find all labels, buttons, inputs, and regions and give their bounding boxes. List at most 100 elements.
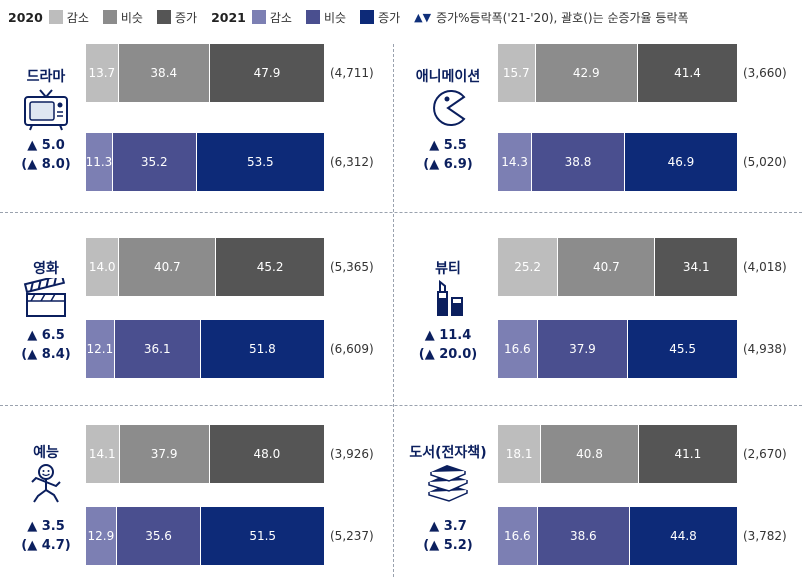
sample-size: (4,938) [743,342,787,356]
segment-value-label: 51.8 [248,342,276,356]
change-value: ▲ 6.5 (▲ 8.4) [4,326,88,364]
dancing-person-icon [24,462,68,510]
sample-size: (3,660) [743,66,787,80]
segment-value-label: 38.8 [564,155,592,169]
category-name: 도서(전자책) [409,445,487,461]
bar-segment-increase: 47.9 [209,44,324,102]
category-name: 애니메이션 [415,69,481,85]
segment-value-label: 45.2 [256,260,284,274]
increase-change: ▲ 5.0 [27,138,65,153]
sample-size: (3,926) [330,447,374,461]
segment-value-label: 38.4 [150,66,178,80]
segment-value-label: 40.8 [576,447,603,461]
legend-note: 증가%등락폭('21-'20), 괄호()는 순증가율 등락폭 [436,10,689,25]
bar-segment-similar: 40.8 [541,425,639,483]
segment-value-label: 46.9 [667,155,695,169]
segment-value-label: 37.9 [150,447,178,461]
segment-value-label: 53.5 [246,155,274,169]
segment-value-label: 40.7 [153,260,181,274]
segment-value-label: 40.7 [592,260,620,274]
increase-change: ▲ 11.4 [424,328,472,343]
bar-segment-increase: 48.0 [209,425,324,483]
books-icon [425,462,471,506]
net-increase-change: (▲ 8.0) [21,157,71,172]
bar-segment-increase: 51.8 [200,320,324,378]
stacked-bar-2021: 12.9 35.6 51.5 [86,507,324,565]
increase-change: ▲ 3.5 [27,519,65,534]
legend-swatch-2021-similar [305,10,320,24]
change-value: ▲ 11.4 (▲ 20.0) [406,326,490,364]
lipstick-icon [428,278,468,322]
bar-segment-increase: 41.4 [638,44,737,102]
bar-segment-similar: 38.4 [118,44,210,102]
bar-segment-decrease: 25.2 [498,238,559,296]
bar-segment-similar: 35.2 [112,133,197,191]
legend-swatch-2021-decrease [251,10,266,24]
stacked-bar-2021: 11.3 35.2 53.5 [86,133,324,191]
change-value: ▲ 5.5 (▲ 6.9) [406,136,490,174]
segment-value-label: 35.6 [145,529,172,543]
segment-value-label: 13.7 [88,66,116,80]
bar-segment-decrease: 14.0 [86,238,120,296]
clapperboard-icon [23,273,69,322]
sample-size: (6,312) [330,155,374,169]
legend-label: 증가 [378,10,401,25]
stacked-bar-2020: 14.0 40.7 45.2 [86,238,324,296]
sample-size: (5,365) [330,260,374,274]
stacked-bar-2021: 12.1 36.1 51.8 [86,320,324,378]
net-increase-change: (▲ 5.2) [423,538,473,553]
bar-segment-increase: 45.2 [216,238,324,296]
legend-note-symbol: ▲▼ [414,10,432,24]
segment-value-label: 14.3 [501,155,528,169]
segment-value-label: 42.9 [572,66,600,80]
stacked-bar-2021: 16.6 38.6 44.8 [498,507,737,565]
segment-value-label: 14.0 [88,260,116,274]
legend-year-2020: 2020 [8,9,43,25]
row-divider [0,212,802,213]
legend-label: 감소 [66,10,89,25]
bar-segment-decrease: 11.3 [86,133,113,191]
segment-value-label: 16.6 [503,342,531,356]
bar-segment-decrease: 14.1 [86,425,120,483]
segment-value-label: 45.5 [669,342,696,356]
category-name: 뷰티 [435,261,461,277]
segment-value-label: 44.8 [670,529,697,543]
increase-change: ▲ 3.7 [429,519,467,534]
legend-swatch-2021-increase [360,10,375,24]
bar-segment-decrease: 16.6 [498,507,538,565]
bar-segment-decrease: 12.1 [86,320,115,378]
bar-segment-decrease: 16.6 [498,320,538,378]
stacked-bar-2020: 18.1 40.8 41.1 [498,425,737,483]
net-increase-change: (▲ 4.7) [21,538,71,553]
sample-size: (5,020) [743,155,787,169]
category-name: 예능 [33,445,59,461]
bar-segment-increase: 44.8 [629,507,737,565]
segment-value-label: 34.1 [682,260,710,274]
legend-label: 비슷 [120,10,143,25]
bar-segment-increase: 45.5 [628,320,737,378]
bar-segment-similar: 40.7 [558,238,656,296]
legend-swatch-2020-decrease [48,10,63,24]
legend: 2020 감소 비슷 증가 2021 감소 비슷 증가 ▲▼ 증가%등락폭('21… [8,6,689,28]
stacked-bar-2020: 15.7 42.9 41.4 [498,44,737,102]
legend-label: 감소 [269,10,292,25]
net-increase-change: (▲ 8.4) [21,347,71,362]
segment-value-label: 16.6 [503,529,531,543]
segment-value-label: 37.9 [569,342,596,356]
sample-size: (4,018) [743,260,787,274]
segment-value-label: 38.6 [569,529,597,543]
segment-value-label: 12.1 [86,342,114,356]
legend-swatch-2020-increase [156,10,171,24]
net-increase-change: (▲ 6.9) [423,157,473,172]
bar-segment-increase: 46.9 [624,133,737,191]
stacked-bar-2021: 16.6 37.9 45.5 [498,320,737,378]
segment-value-label: 35.2 [140,155,168,169]
bar-segment-increase: 34.1 [655,238,737,296]
category-name: 드라마 [26,69,66,85]
segment-value-label: 25.2 [514,260,541,274]
bar-segment-increase: 53.5 [196,133,324,191]
bar-segment-decrease: 12.9 [86,507,117,565]
sample-size: (2,670) [743,447,787,461]
stacked-bar-2021: 14.3 38.8 46.9 [498,133,737,191]
increase-change: ▲ 5.5 [429,138,467,153]
